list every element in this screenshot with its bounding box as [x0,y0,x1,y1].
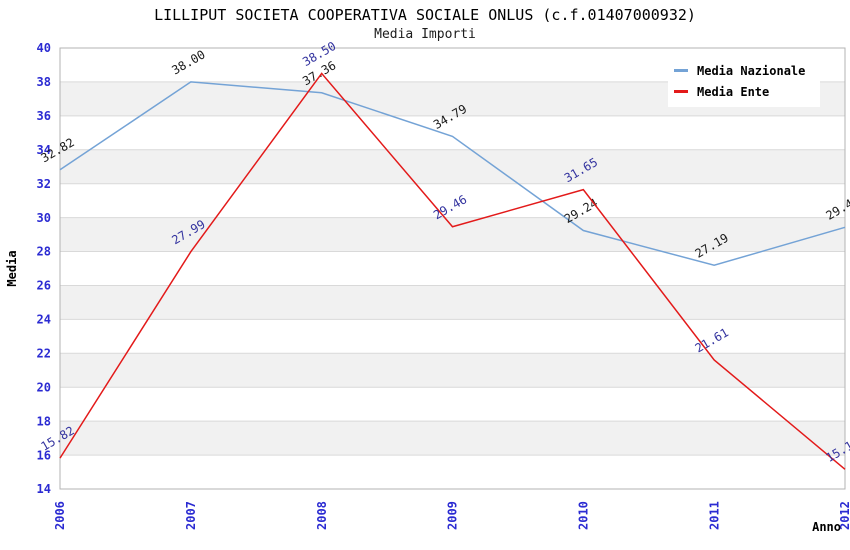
legend-item-media-nazionale: Media Nazionale [674,60,820,81]
y-tick-label: 20 [37,380,51,394]
legend-label-media-ente: Media Ente [697,84,770,99]
series-line-media-nazionale [59,81,846,267]
y-tick-label: 36 [37,109,51,123]
x-axis-title: Anno [812,520,841,534]
plot-band [60,115,845,150]
x-tick-label: 2006 [53,501,67,530]
x-tick-label: 2012 [838,501,850,530]
y-tick-label: 18 [37,414,51,428]
y-tick-label: 40 [37,41,51,55]
plot-band [60,149,845,184]
plot-band [60,217,845,252]
legend: Media Nazionale Media Ente [668,56,820,107]
y-tick-label: 32 [37,177,51,191]
legend-item-media-ente: Media Ente [674,81,820,102]
y-tick-label: 26 [37,279,51,293]
chart-subtitle: Media Importi [374,27,476,42]
plot-band [60,183,845,218]
y-tick-label: 34 [37,143,51,157]
legend-label-media-nazionale: Media Nazionale [697,63,806,78]
chart-title: LILLIPUT SOCIETA COOPERATIVA SOCIALE ONL… [154,6,696,24]
x-tick-label: 2008 [315,501,329,530]
legend-swatch-media-nazionale [674,69,688,72]
plot-band [60,455,845,489]
plot-band [60,387,845,422]
plot-band [60,251,845,286]
y-axis-title: Media [5,250,19,286]
y-tick-label: 24 [37,313,51,327]
x-tick-label: 2007 [184,501,198,530]
plot-band [60,319,845,354]
y-tick-label: 30 [37,211,51,225]
y-tick-label: 38 [37,75,51,89]
x-tick-label: 2011 [707,501,721,530]
y-tick-label: 28 [37,245,51,259]
y-tick-label: 22 [37,347,51,361]
legend-swatch-media-ente [674,90,688,93]
plot-border [59,47,846,490]
x-tick-label: 2009 [446,501,460,530]
y-tick-label: 16 [37,448,51,462]
y-tick-label: 14 [37,482,51,496]
x-tick-label: 2010 [577,501,591,530]
series-line-media-ente [59,72,846,470]
plot-band [60,421,845,456]
plot-band [60,285,845,320]
